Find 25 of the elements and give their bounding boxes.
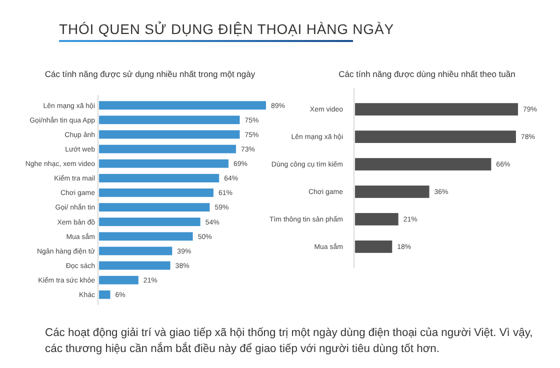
- bar: [99, 144, 236, 154]
- bar: [355, 158, 492, 170]
- bar: [355, 213, 398, 226]
- bar: [99, 232, 193, 241]
- text: các thương hiệu cần nắm bắt điều này để giao tiếp với người tiêu dùng tốt hơn.: [45, 342, 440, 355]
- bar: [99, 261, 170, 270]
- chart-subtitle: Các tính năng được sử dụng nhiều nhất trong một ngày: [44, 69, 256, 79]
- bar: [99, 174, 220, 182]
- bar: [355, 186, 430, 198]
- text: Các hoạt động giải trí và giao tiếp xã hội thống trị một ngày dùng điện thoại của người Việt. Vì vậy,: [45, 327, 533, 339]
- bar: [99, 101, 266, 110]
- bar: [99, 218, 200, 226]
- bar: [99, 246, 172, 256]
- bar: [99, 159, 228, 168]
- bar: [355, 103, 518, 116]
- bar: [99, 203, 210, 212]
- chart-title: THÓI QUEN SỬ DỤNG ĐIỆN THOẠI HÀNG NGÀY: [59, 21, 394, 37]
- bar: [99, 116, 240, 124]
- bar: [99, 276, 138, 284]
- bar: [99, 290, 110, 299]
- bar: [355, 240, 392, 253]
- chart-subtitle: Các tính năng được dùng nhiều nhất theo tuần: [338, 69, 516, 79]
- bar: [355, 130, 516, 143]
- bar: [99, 130, 240, 139]
- bar: [99, 188, 214, 197]
